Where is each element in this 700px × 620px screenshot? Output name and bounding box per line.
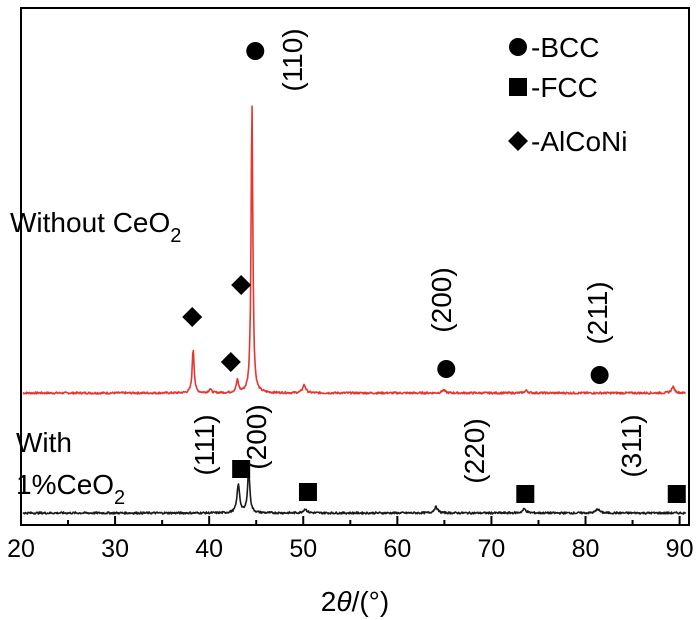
hkl-label: (200)	[426, 267, 457, 332]
series-label: 1%CeO2	[16, 469, 125, 509]
circle-marker	[437, 360, 456, 378]
circle-marker	[509, 38, 527, 56]
square-marker	[232, 460, 251, 478]
series-label-part: Without CeO	[10, 207, 170, 238]
circle-marker	[246, 42, 265, 60]
x-axis-label: 2θ/(°)	[321, 586, 389, 617]
annotation-layer: (110) (200) (211) (111) (200) (220) (311)	[182, 28, 686, 503]
x-axis-ticks: 20 30 40 50 60 70 80 90	[7, 516, 693, 563]
x-tick-label: 80	[572, 535, 600, 563]
diamond-marker	[508, 131, 528, 151]
x-tick-label: 70	[478, 535, 506, 563]
series-label: Without CeO2	[10, 207, 181, 247]
hkl-label: (111)	[189, 414, 220, 475]
series-label-part: 2	[170, 225, 181, 247]
x-tick-label: 30	[101, 535, 129, 563]
diamond-marker	[231, 275, 252, 295]
plot-area-frame	[20, 7, 690, 526]
circle-marker	[590, 366, 609, 384]
square-marker	[298, 483, 317, 501]
hkl-label: (211)	[582, 281, 613, 344]
x-tick-label: 50	[289, 535, 317, 563]
hkl-label: (200)	[241, 404, 272, 469]
series-line	[22, 469, 687, 515]
square-marker	[516, 485, 535, 503]
legend: -BCC -FCC -AlCoNi	[508, 32, 627, 157]
x-axis-label-part: θ	[336, 586, 351, 617]
x-tick-label: 20	[7, 535, 35, 563]
square-marker	[509, 78, 527, 96]
series-line	[22, 105, 686, 395]
hkl-label: (220)	[459, 418, 490, 483]
legend-label: -BCC	[531, 32, 599, 63]
hkl-label: (311)	[616, 414, 647, 477]
x-axis-label-part: 2	[321, 586, 337, 617]
series-label-part: 1%CeO	[16, 469, 114, 500]
legend-label: -AlCoNi	[531, 126, 627, 157]
x-tick-label: 90	[666, 535, 694, 563]
series-label: With	[16, 427, 72, 458]
diamond-marker	[182, 307, 203, 327]
hkl-label: (110)	[277, 28, 308, 91]
series-label-part: 2	[114, 487, 125, 509]
x-tick-label: 60	[383, 535, 411, 563]
square-marker	[667, 485, 686, 503]
legend-label: -FCC	[531, 72, 598, 103]
x-tick-label: 40	[195, 535, 223, 563]
diamond-marker	[220, 352, 241, 372]
x-axis-label-part: /(°)	[352, 586, 390, 617]
